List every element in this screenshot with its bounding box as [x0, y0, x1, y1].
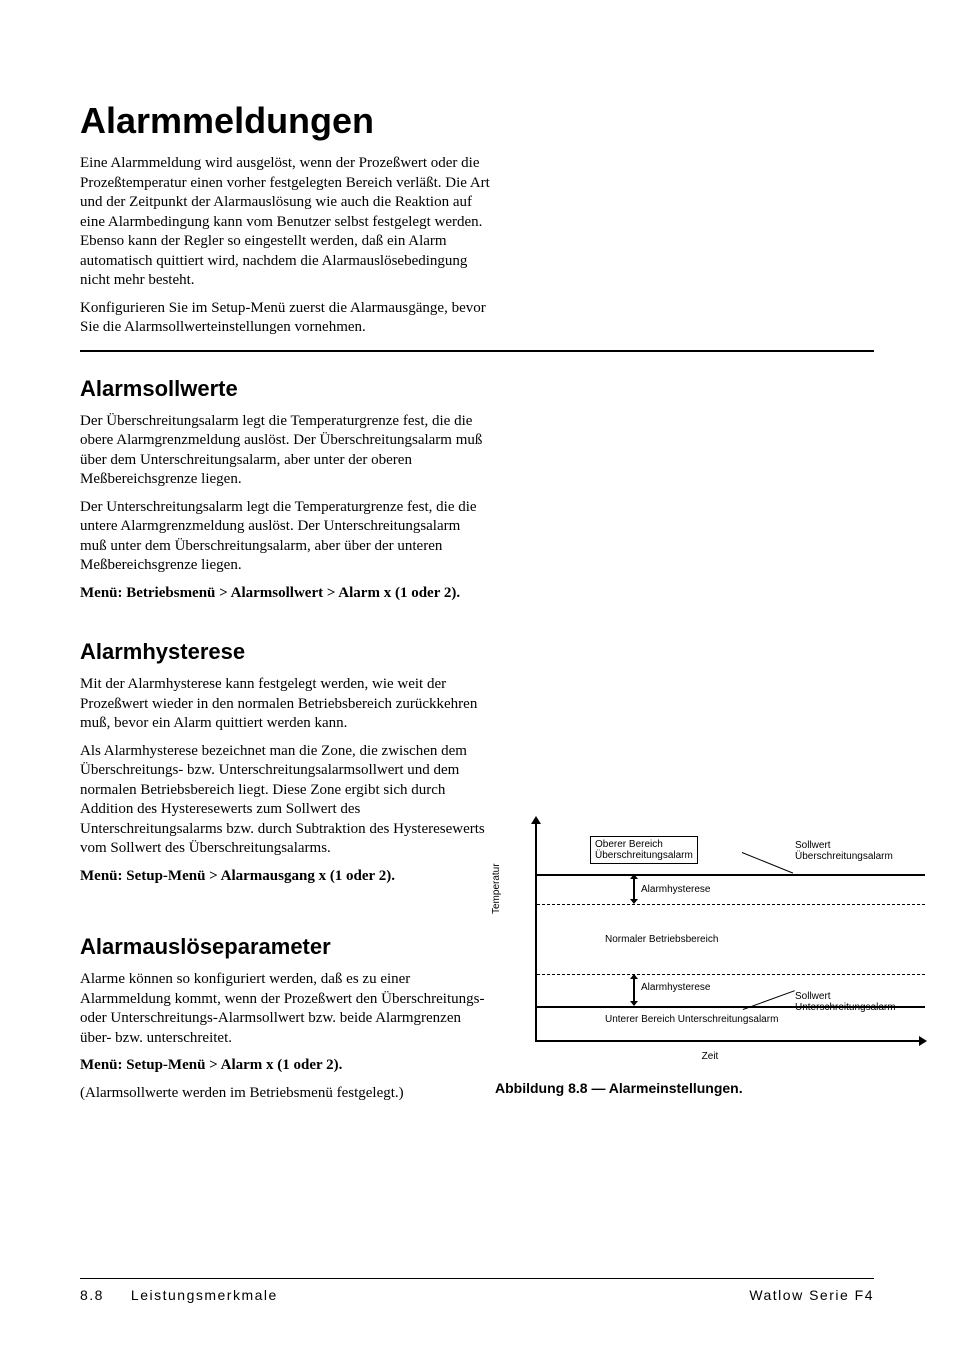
x-axis [535, 1040, 925, 1042]
high-hysteresis-line [537, 904, 925, 905]
footer-right: Watlow Serie F4 [749, 1287, 874, 1303]
page-title: Alarmmeldungen [80, 100, 874, 142]
section-title: Alarmsollwerte [80, 376, 874, 402]
alarm-chart: Oberer Bereich Überschreitungsalarm Soll… [495, 814, 925, 1074]
lower-region-label: Unterer Bereich Unterschreitungsalarm [605, 1014, 778, 1025]
intro-paragraph-1: Eine Alarmmeldung wird ausgelöst, wenn d… [80, 154, 490, 291]
page-footer: 8.8 Leistungsmerkmale Watlow Serie F4 [80, 1278, 874, 1303]
section-paragraph: Als Alarmhysterese bezeichnet man die Zo… [80, 742, 490, 859]
leader-line [742, 852, 793, 874]
hysteresis-arrow-icon [633, 979, 635, 1001]
page-number: 8.8 [80, 1287, 104, 1303]
hysteresis-label: Alarmhysterese [641, 982, 710, 993]
menu-path: Menü: Setup-Menü > Alarm x (1 oder 2). [80, 1056, 490, 1076]
section-paragraph: Alarme können so konfiguriert werden, da… [80, 970, 490, 1048]
footer-divider [80, 1278, 874, 1279]
intro-paragraph-2: Konfigurieren Sie im Setup-Menü zuerst d… [80, 299, 490, 338]
footer-section-label: Leistungsmerkmale [131, 1287, 278, 1303]
section-paragraph: Mit der Alarmhysterese kann festgelegt w… [80, 675, 490, 734]
low-setpoint-label: Sollwert Unterschreitungsalarm [795, 991, 925, 1013]
figure-caption: Abbildung 8.8 — Alarmeinstellungen. [495, 1080, 925, 1096]
high-setpoint-label: Sollwert Überschreitungsalarm [795, 840, 925, 862]
footer-left: 8.8 Leistungsmerkmale [80, 1287, 278, 1303]
section-title: Alarmhysterese [80, 639, 874, 665]
x-axis-arrow-icon [919, 1036, 927, 1046]
section-alarmsollwerte: Alarmsollwerte Der Überschreitungsalarm … [80, 376, 874, 604]
section-paragraph: (Alarmsollwerte werden im Betriebsmenü f… [80, 1084, 490, 1104]
y-axis-label: Temperatur [491, 863, 502, 914]
menu-path: Menü: Setup-Menü > Alarmausgang x (1 ode… [80, 867, 490, 887]
menu-path: Menü: Betriebsmenü > Alarmsollwert > Ala… [80, 584, 490, 604]
normal-range-label: Normaler Betriebsbereich [605, 934, 718, 945]
y-axis [535, 822, 537, 1042]
hysteresis-arrow-icon [633, 879, 635, 899]
high-setpoint-line [537, 874, 925, 876]
figure-alarm-settings: Oberer Bereich Überschreitungsalarm Soll… [495, 814, 925, 1096]
footer-row: 8.8 Leistungsmerkmale Watlow Serie F4 [80, 1287, 874, 1303]
low-hysteresis-line [537, 974, 925, 975]
intro-block: Eine Alarmmeldung wird ausgelöst, wenn d… [80, 154, 490, 338]
hysteresis-label: Alarmhysterese [641, 884, 710, 895]
chart-text: Oberer Bereich [595, 839, 663, 850]
upper-region-label: Oberer Bereich Überschreitungsalarm [590, 836, 698, 864]
divider [80, 350, 874, 352]
x-axis-label: Zeit [702, 1051, 719, 1062]
y-axis-arrow-icon [531, 816, 541, 824]
section-paragraph: Der Unterschreitungsalarm legt die Tempe… [80, 498, 490, 576]
chart-text: Überschreitungsalarm [595, 850, 693, 861]
section-paragraph: Der Überschreitungsalarm legt die Temper… [80, 412, 490, 490]
